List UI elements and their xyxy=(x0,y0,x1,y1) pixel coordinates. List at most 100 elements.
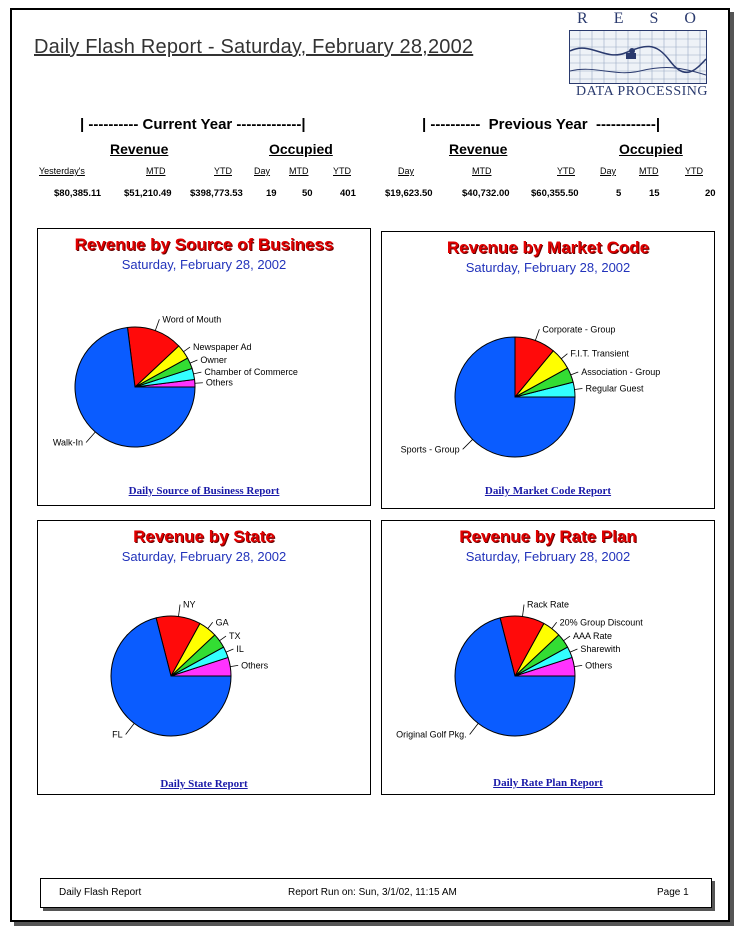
cy-revenue-header: Revenue xyxy=(110,141,169,157)
pie-leader-line xyxy=(230,664,239,668)
cy-yesterday-revenue: $80,385.11 xyxy=(54,188,102,199)
pie-leader-line xyxy=(574,388,583,390)
pie-leader-line xyxy=(189,359,198,364)
chart-title: Revenue by Source of Business xyxy=(74,235,334,254)
pie-leader-line xyxy=(85,431,96,443)
py-col-ytd: YTD xyxy=(557,166,575,176)
chart-market-code: Regular Guest Association - Group F.I.T. T… xyxy=(381,231,715,509)
chart-subtitle: Saturday, February 28, 2002 xyxy=(465,549,631,564)
cy-col-day: Day xyxy=(254,166,271,176)
state-report-link[interactable]: Daily State Report xyxy=(160,778,248,790)
pie-label-walk-in: Walk-In xyxy=(53,438,83,448)
source-of-business-report-link[interactable]: Daily Source of Business Report xyxy=(128,485,280,497)
pie-leader-line xyxy=(193,371,202,375)
pie-slice-word-of-mouth xyxy=(126,326,180,389)
previous-year-header: | ---------- Previous Year ------------| xyxy=(422,116,661,133)
chart-title: Revenue by Rate Plan xyxy=(459,527,637,546)
pie-leader-line xyxy=(560,353,568,360)
footer-report-name: Daily Flash Report xyxy=(59,887,142,898)
pie-market-code: Regular Guest Association - Group F.I.T. T… xyxy=(401,324,660,458)
py-col-mtd: MTD xyxy=(472,166,492,176)
footer-run-time: Report Run on: Sun, 3/1/02, 11:15 AM xyxy=(288,887,457,898)
cy-col-mtd: MTD xyxy=(146,166,166,176)
market-code-report-link[interactable]: Daily Market Code Report xyxy=(484,485,612,497)
pie-label-others: Others xyxy=(206,378,234,388)
py-ytd-occupied: 20 xyxy=(705,188,716,199)
cy-col-ytd: YTD xyxy=(214,166,232,176)
pie-leader-line xyxy=(219,635,227,642)
chart-source-of-business: Others Chamber of Commerce Owner Newspaper … xyxy=(37,228,371,506)
current-year-header: | ---------- Current Year -------------| xyxy=(80,116,306,133)
page-footer: Daily Flash Report Report Run on: Sun, 3… xyxy=(40,878,712,908)
cy-col-occ-ytd: YTD xyxy=(333,166,351,176)
pie-label-fl: FL xyxy=(112,729,123,739)
py-day-occupied: 5 xyxy=(616,188,622,199)
pie-label-owner: Owner xyxy=(200,355,227,365)
rate-plan-report-link[interactable]: Daily Rate Plan Report xyxy=(493,777,603,789)
chart-subtitle: Saturday, February 28, 2002 xyxy=(465,260,631,275)
py-ytd-revenue: $60,355.50 xyxy=(531,188,579,199)
py-mtd-occupied: 15 xyxy=(649,188,660,199)
pie-leader-line xyxy=(522,604,525,617)
cy-ytd-revenue: $398,773.53 xyxy=(190,188,243,199)
cy-ytd-occupied: 401 xyxy=(340,188,356,199)
pie-leader-line xyxy=(570,371,579,376)
logo-bottom-text: DATA PROCESSING xyxy=(575,84,709,99)
cy-day-occupied: 19 xyxy=(266,188,277,199)
pie-leader-line xyxy=(462,439,473,450)
chart-title: Revenue by Market Code xyxy=(446,238,650,257)
py-col-occ-mtd: MTD xyxy=(639,166,659,176)
pie-label-original-golf-pkg: Original Golf Pkg. xyxy=(396,729,467,739)
pie-leader-line xyxy=(194,382,203,384)
cy-mtd-revenue: $51,210.49 xyxy=(124,188,172,199)
pie-leader-line xyxy=(225,648,234,653)
cy-col-yesterday: Yesterday's xyxy=(39,166,85,176)
pie-leader-line xyxy=(534,329,540,341)
pie-label-ga: GA xyxy=(216,617,229,627)
pie-leader-line xyxy=(125,723,135,735)
chart-subtitle: Saturday, February 28, 2002 xyxy=(121,549,287,564)
footer-page-number: Page 1 xyxy=(657,887,689,898)
pie-leader-line xyxy=(551,622,557,629)
pie-label-word-of-mouth: Word of Mouth xyxy=(162,314,221,324)
pie-label-regular-guest: Regular Guest xyxy=(585,383,644,393)
pie-label-newspaper-ad: Newspaper Ad xyxy=(193,342,252,352)
py-occupied-header: Occupied xyxy=(619,141,683,157)
chart-title: Revenue by State xyxy=(133,527,275,546)
pie-label-aaa-rate: AAA Rate xyxy=(573,631,612,641)
pie-label-ny: NY xyxy=(183,600,196,610)
pie-label-sports-group: Sports - Group xyxy=(401,444,460,454)
pie-leader-line xyxy=(207,622,213,629)
pie-leader-line xyxy=(569,648,578,653)
pie-leader-line xyxy=(154,319,160,331)
py-day-revenue: $19,623.50 xyxy=(385,188,433,199)
pie-label-f-i-t-transient: F.I.T. Transient xyxy=(570,349,629,359)
pie-label-sharewith: Sharewith xyxy=(580,644,620,654)
cy-occupied-header: Occupied xyxy=(269,141,333,157)
py-col-occ-day: Day xyxy=(600,166,617,176)
cy-mtd-occupied: 50 xyxy=(302,188,313,199)
pie-label-corporate-group: Corporate - Group xyxy=(542,324,615,334)
report-title: Daily Flash Report - Saturday, February … xyxy=(34,36,474,58)
chart-subtitle: Saturday, February 28, 2002 xyxy=(121,257,287,272)
pie-leader-line xyxy=(469,723,479,735)
pie-label-chamber-of-commerce: Chamber of Commerce xyxy=(204,367,298,377)
chart-state: Others IL TX GA NY FL Revenue by State Saturd… xyxy=(37,520,371,795)
pie-rate-plan: Others Sharewith AAA Rate 20% Group Discoun… xyxy=(396,600,644,740)
pie-label-others: Others xyxy=(585,660,613,670)
chart-rate-plan: Others Sharewith AAA Rate 20% Group Discoun… xyxy=(381,520,715,795)
logo-graphic xyxy=(569,30,707,84)
pie-leader-line xyxy=(574,664,583,668)
py-col-occ-ytd: YTD xyxy=(685,166,703,176)
report-page: Daily Flash Report - Saturday, February … xyxy=(10,8,730,922)
cy-col-occ-mtd: MTD xyxy=(289,166,309,176)
pie-label-20-group-discount: 20% Group Discount xyxy=(560,617,644,627)
pie-label-rack-rate: Rack Rate xyxy=(527,600,569,610)
pie-label-il: IL xyxy=(236,644,244,654)
py-mtd-revenue: $40,732.00 xyxy=(462,188,510,199)
pie-leader-line xyxy=(183,346,191,353)
pie-leader-line xyxy=(178,604,181,617)
py-revenue-header: Revenue xyxy=(449,141,508,157)
pie-slice-walk-in xyxy=(74,326,196,448)
